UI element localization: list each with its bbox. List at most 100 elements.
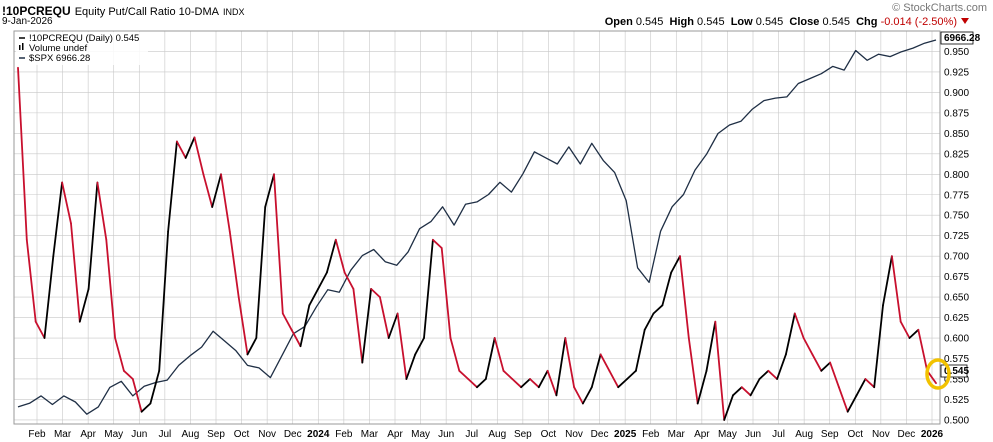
x-tick-label: Oct xyxy=(234,429,250,440)
x-tick-label: 2024 xyxy=(307,429,330,440)
x-tick-label: May xyxy=(411,429,430,440)
x-tick-label: Aug xyxy=(182,429,200,440)
pcr-line-segment xyxy=(370,287,381,299)
pcr-line-segment xyxy=(811,353,823,372)
pcr-line-segment xyxy=(211,173,222,208)
x-tick-label: Sep xyxy=(207,429,225,440)
spx-last-value-tag: 6966.28 xyxy=(940,31,981,45)
pcr-line-segment xyxy=(17,66,28,241)
pcr-line-segment xyxy=(237,296,249,356)
pcr-line-segment xyxy=(273,173,284,315)
x-tick-label: Jul xyxy=(465,429,478,440)
pcr-line-segment xyxy=(149,369,161,405)
x-tick-label: May xyxy=(104,429,123,440)
x-tick-label: Jul xyxy=(158,429,171,440)
x-tick-label: Mar xyxy=(361,429,379,440)
x-tick-label: Nov xyxy=(565,429,583,440)
pcr-line-segment xyxy=(626,369,637,380)
pcr-line-segment xyxy=(793,312,805,339)
x-tick-label: Oct xyxy=(848,429,864,440)
pcr-line-segment xyxy=(140,402,152,413)
pcr-line-segment xyxy=(52,181,63,258)
pcr-line-segment xyxy=(25,238,37,323)
pcr-line-segment xyxy=(652,304,664,315)
pcr-line-segment xyxy=(193,136,205,176)
close-value: 0.545 xyxy=(822,16,850,28)
pcr-line-segment xyxy=(732,386,743,397)
pcr-line-segment xyxy=(378,296,390,339)
pcr-line-segment xyxy=(78,287,90,323)
x-tick-label: 2025 xyxy=(614,429,637,440)
legend: !10PCREQU (Daily) 0.545 Volume undef $SP… xyxy=(16,32,148,65)
pcr-line-segment xyxy=(864,378,876,389)
pcr-line-segment xyxy=(440,247,452,339)
pcr-line-segment xyxy=(502,369,514,380)
pcr-line-segment xyxy=(696,369,708,405)
y-axis: 0.950 0.925 0.900 0.875 0.850 0.825 0.800 0.775… xyxy=(944,47,969,426)
pcr-line-segment xyxy=(767,369,778,380)
high-label: High xyxy=(669,16,694,28)
index-tag: INDX xyxy=(222,7,245,17)
pcr-line-segment xyxy=(564,337,575,389)
pcr-line-segment xyxy=(458,369,470,380)
pcr-line-segment xyxy=(820,361,831,372)
x-tick-label: Aug xyxy=(795,429,813,440)
y-tick-label: 0.900 xyxy=(944,88,969,99)
legend-volume-bar-icon xyxy=(19,45,21,50)
y-tick-label: 0.800 xyxy=(944,170,969,181)
pcr-line-segment xyxy=(679,255,690,339)
x-tick-label: Sep xyxy=(514,429,532,440)
pcr-line-segment xyxy=(387,312,399,339)
pcr-line-segment xyxy=(617,378,628,389)
pcr-line-segment xyxy=(520,378,531,389)
pcr-line-segment xyxy=(414,337,425,356)
plot-area-border xyxy=(13,30,941,425)
pcr-line-segment xyxy=(467,378,478,389)
y-tick-label: 0.650 xyxy=(944,293,969,304)
highlight-circle xyxy=(925,358,951,390)
pcr-line-segment xyxy=(917,328,929,372)
close-label: Close xyxy=(789,16,820,28)
y-tick-label: 0.875 xyxy=(944,108,969,119)
x-tick-label: Mar xyxy=(668,429,686,440)
x-tick-label: Sep xyxy=(821,429,839,440)
ohlc-readout: Open 0.545 High 0.545 Low 0.545 Close 0.… xyxy=(605,16,957,28)
pcr-line-segment xyxy=(158,230,170,372)
pcr-line-segment xyxy=(661,271,673,307)
pcr-line-segment xyxy=(643,312,655,331)
pcr-line-segment xyxy=(202,173,214,208)
y-tick-label: 0.575 xyxy=(944,354,969,365)
pcr-line-segment xyxy=(758,369,770,380)
pcr-line-segment xyxy=(167,140,178,233)
pcr-line-segment xyxy=(873,304,884,389)
pcr-line-segment xyxy=(740,386,752,397)
pcr-line-segment xyxy=(855,378,867,397)
open-value: 0.545 xyxy=(635,16,664,28)
pcr-last-value-tag: 0.545 xyxy=(925,358,969,390)
pcr-line-segment xyxy=(608,369,620,389)
pcr-line-segment xyxy=(175,140,187,159)
pcr-line-segment xyxy=(396,312,408,380)
pcr-line-segment xyxy=(687,337,699,405)
x-axis: Feb Mar Apr May Jun Jul Aug Sep Oct Nov Dec 2024 Feb… xyxy=(28,429,943,440)
y-tick-label: 0.950 xyxy=(944,47,969,58)
y-tick-label: 0.775 xyxy=(944,190,969,201)
pcr-line-segment xyxy=(511,378,522,389)
brand-watermark[interactable]: © StockCharts.com xyxy=(892,2,987,14)
pcr-line-segment xyxy=(838,386,849,413)
chart-header: !10PCREQU Equity Put/Call Ratio 10-DMA IND… xyxy=(2,2,991,18)
pcr-line-segment xyxy=(599,353,611,372)
pcr-line-segment xyxy=(246,337,258,356)
pcr-line-segment xyxy=(670,255,681,274)
x-tick-label: Nov xyxy=(258,429,276,440)
pcr-line-segment xyxy=(582,386,593,405)
pcr-line-segment xyxy=(635,328,646,372)
pcr-line-segment xyxy=(723,394,734,421)
pcr-line-segment xyxy=(281,312,293,331)
x-tick-label: Feb xyxy=(335,429,353,440)
x-tick-label: Jun xyxy=(745,429,761,440)
pcr-line-segment xyxy=(537,369,549,389)
x-tick-label: Apr xyxy=(694,429,710,440)
x-tick-label: Dec xyxy=(284,429,302,440)
